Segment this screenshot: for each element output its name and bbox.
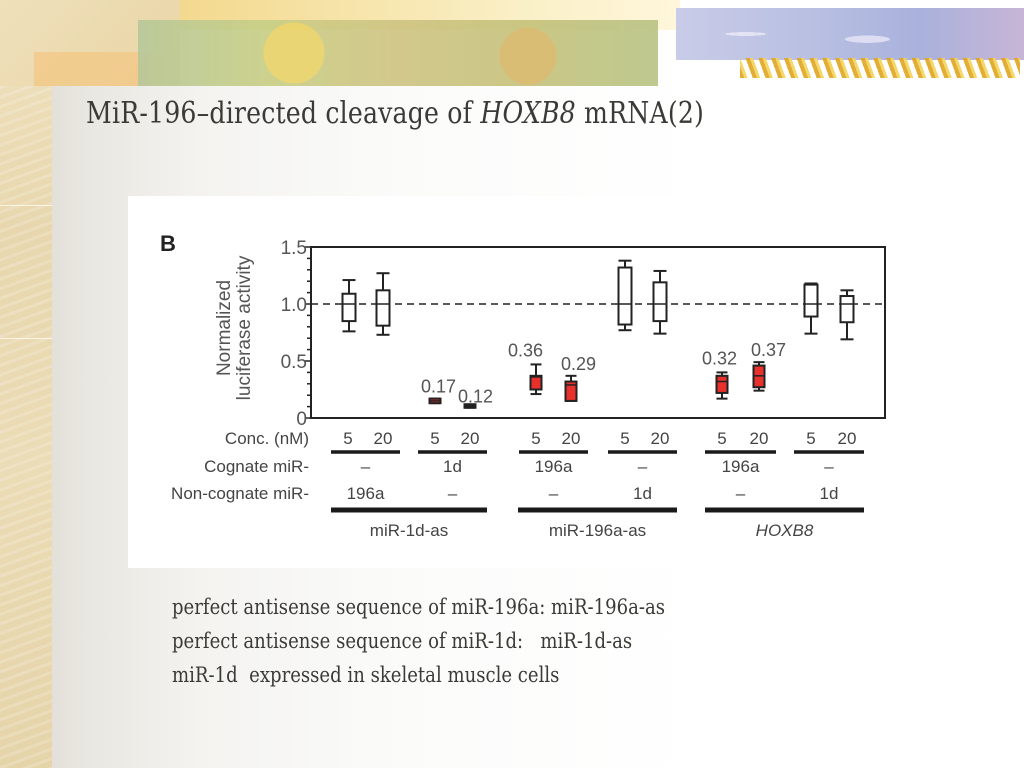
conc-value: 20 (750, 429, 769, 448)
box-body (564, 380, 578, 402)
condition-table: Conc. (nM) Cognate miR- Non-cognate miR- 5 2… (171, 429, 864, 540)
title-suffix: mRNA(2) (575, 96, 705, 131)
noncognate-value: 1d (633, 484, 652, 503)
conc-value: 5 (430, 429, 439, 448)
y-axis-label-line2: luciferase activity (234, 255, 255, 400)
slide-notes: perfect antisense sequence of miR-196a: … (172, 590, 665, 692)
box-8 (652, 269, 668, 335)
cognate-value: 196a (722, 457, 760, 476)
conc-value: 20 (562, 429, 581, 448)
decorative-left-strip (0, 0, 52, 768)
decorative-banner (0, 0, 1024, 86)
box-body (839, 295, 855, 324)
strip-seam (0, 338, 52, 339)
cognate-value: – (824, 457, 834, 476)
cognate-value: 1d (443, 457, 462, 476)
box-10 (752, 361, 766, 392)
box-3 (428, 397, 442, 405)
group-label: miR-1d-as (370, 521, 448, 540)
panel-label: B (160, 231, 176, 256)
cognate-value: 196a (535, 457, 573, 476)
conc-value: 20 (838, 429, 857, 448)
value-label: 0.12 (458, 386, 493, 406)
box-body (617, 266, 633, 326)
cognate-value: – (361, 457, 371, 476)
title-gene: HOXB8 (480, 96, 576, 131)
box-1 (341, 279, 357, 333)
conc-value: 5 (620, 429, 629, 448)
conc-value: 5 (343, 429, 352, 448)
noncognate-value: 196a (347, 484, 385, 503)
value-label: 0.32 (702, 348, 737, 368)
conc-value: 5 (806, 429, 815, 448)
row-label-noncognate: Non-cognate miR- (171, 484, 309, 503)
noncognate-value: 1d (820, 484, 839, 503)
box-11 (803, 282, 819, 335)
box-9 (715, 371, 729, 400)
box-4 (463, 403, 477, 409)
cognate-value: – (638, 457, 648, 476)
title-prefix: MiR-196–directed cleavage of (86, 96, 481, 131)
note-line: miR-1d expressed in skeletal muscle cell… (172, 663, 560, 687)
row-label-cognate: Cognate miR- (204, 457, 309, 476)
row-label-conc: Conc. (nM) (225, 429, 309, 448)
y-tick-label: 0.5 (281, 352, 307, 373)
group-label: HOXB8 (756, 521, 814, 540)
y-tick-label: 1.5 (281, 238, 307, 259)
conc-value: 5 (717, 429, 726, 448)
box-6 (564, 374, 578, 402)
y-axis-label: Normalized luciferase activity (214, 255, 255, 400)
conc-value: 20 (461, 429, 480, 448)
box-body (652, 281, 668, 323)
y-tick-label: 1.0 (281, 295, 307, 316)
box-body (529, 374, 543, 391)
noncognate-value: – (448, 484, 458, 503)
note-line: perfect antisense sequence of miR-196a: … (172, 595, 666, 619)
figure-panel: B Normalized luciferase activity 0 0.5 1.0… (128, 196, 886, 568)
noncognate-value: – (549, 484, 559, 503)
box-body (375, 289, 391, 327)
value-label: 0.36 (508, 340, 543, 360)
box-body (803, 283, 819, 318)
conc-value: 20 (651, 429, 670, 448)
note-line: perfect antisense sequence of miR-1d: mi… (172, 629, 633, 653)
box-2 (375, 272, 391, 336)
value-label: 0.37 (751, 340, 786, 360)
slide-title: MiR-196–directed cleavage of HOXB8 mRNA(… (86, 96, 704, 131)
noncognate-value: – (736, 484, 746, 503)
box-plot-chart: B Normalized luciferase activity 0 0.5 1.0… (160, 231, 886, 540)
y-tick-label: 0 (296, 409, 307, 430)
y-axis-label-line1: Normalized (214, 280, 235, 376)
value-label: 0.17 (421, 377, 456, 397)
conc-value: 5 (531, 429, 540, 448)
box-12 (839, 289, 855, 341)
value-label: 0.29 (561, 354, 596, 374)
conc-value: 20 (374, 429, 393, 448)
plot-area: 0 0.5 1.0 1.5 0.17 0.12 0.36 0.29 0.32 0.37 (281, 238, 886, 430)
box-body (341, 292, 357, 323)
strip-seam (0, 205, 52, 206)
box-7 (617, 259, 633, 332)
plot-frame (310, 246, 886, 419)
group-label: miR-196a-as (549, 521, 646, 540)
box-body (715, 374, 729, 394)
box-5 (529, 363, 543, 396)
